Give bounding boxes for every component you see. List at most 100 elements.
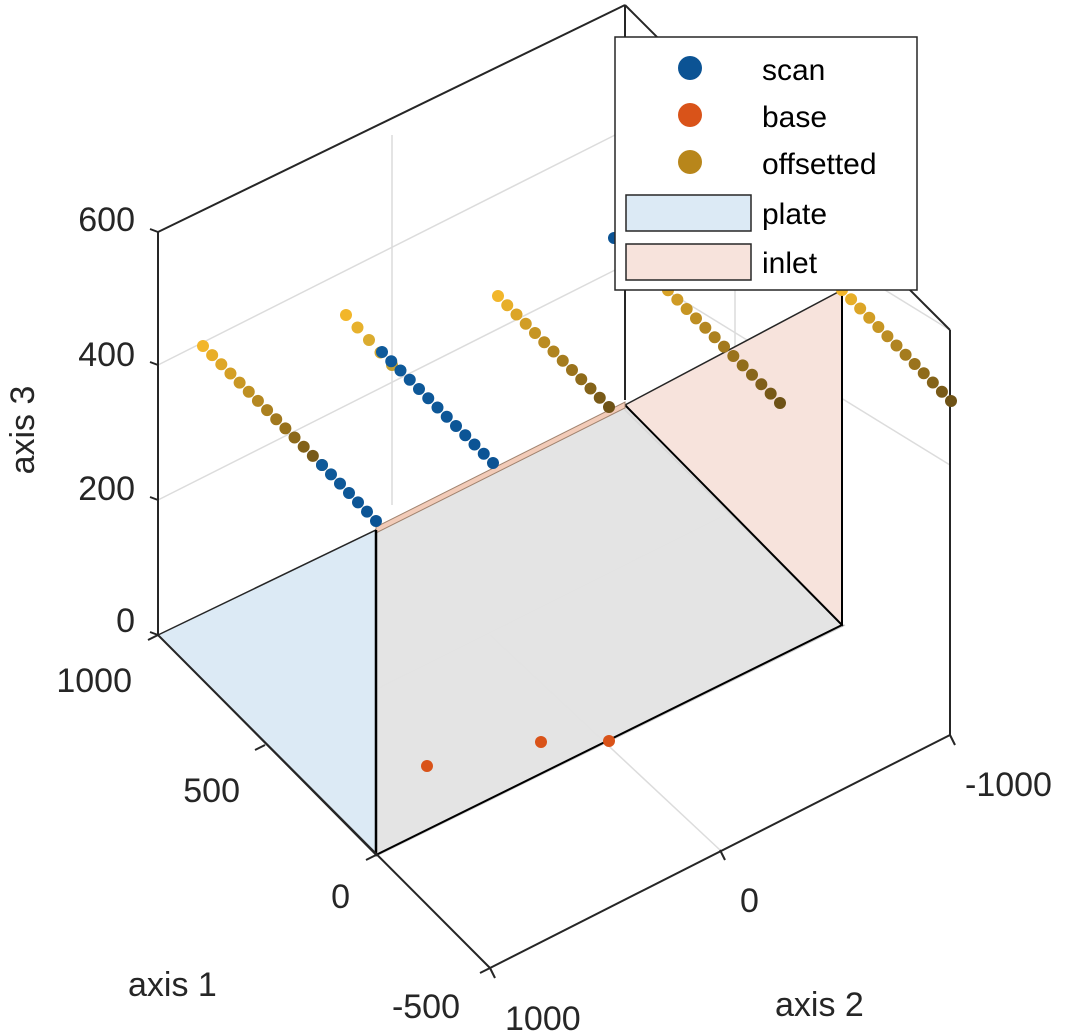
offsetted-point <box>899 348 912 361</box>
legend: scan base offsetted plate inlet <box>614 36 918 291</box>
offsetted-point <box>863 311 876 324</box>
base-point <box>603 735 615 747</box>
scan-point <box>422 392 435 405</box>
x-tick-labels: 1000 500 0 -500 <box>56 662 460 1026</box>
offsetted-point <box>501 299 514 312</box>
y-tick-label: 0 <box>740 882 759 920</box>
offsetted-point <box>945 395 957 407</box>
offsetted-point <box>340 309 352 321</box>
offsetted-point <box>251 394 264 407</box>
offsetted-point <box>288 431 301 444</box>
scan-point <box>459 429 472 442</box>
y-tick-label: 1000 <box>505 1000 581 1032</box>
scan-point <box>352 496 364 509</box>
base-point <box>421 760 433 772</box>
offsetted-point <box>708 331 721 344</box>
offsetted-point <box>363 334 375 346</box>
offsetted-point <box>727 350 740 362</box>
offsetted-point <box>755 378 768 391</box>
scan-point <box>385 355 398 368</box>
x-tick-label: -500 <box>392 988 460 1026</box>
legend-label: inlet <box>762 247 818 280</box>
x-tick-label: 500 <box>183 772 240 810</box>
offsetted-point <box>926 376 939 389</box>
offsetted-point <box>519 317 532 330</box>
offsetted-point <box>575 373 588 386</box>
legend-label: base <box>762 101 827 134</box>
legend-marker-offsetted <box>678 150 702 174</box>
legend-marker-base <box>678 103 702 127</box>
legend-marker-scan <box>678 56 702 80</box>
offsetted-point <box>556 354 569 367</box>
offsetted-point <box>224 367 237 380</box>
scan-point <box>334 477 346 490</box>
legend-label: scan <box>762 54 825 87</box>
scan-point <box>343 487 355 499</box>
scan-point <box>403 373 416 386</box>
y-tick-label: -1000 <box>965 766 1052 804</box>
offsetted-point <box>242 385 255 398</box>
z-tick-label: 0 <box>116 602 135 640</box>
legend-patch-inlet <box>625 243 752 281</box>
offsetted-point <box>671 293 684 306</box>
offsetted-point <box>197 340 209 352</box>
scan-point <box>450 420 462 432</box>
offsetted-point <box>736 359 749 372</box>
offsetted-point <box>529 327 541 339</box>
offsetted-point <box>872 321 885 333</box>
offsetted-point <box>764 387 777 400</box>
z-tick-label: 600 <box>78 201 135 239</box>
offsetted-point <box>215 358 228 371</box>
offsetted-point <box>935 385 948 398</box>
legend-patch-plate <box>625 194 752 232</box>
scan-point <box>361 505 373 518</box>
offsetted-point <box>270 413 283 426</box>
offsetted-point <box>261 404 274 417</box>
offsetted-point <box>680 303 693 315</box>
scan-point <box>316 459 328 471</box>
offsetted-point <box>718 340 730 353</box>
z-axis-label: axis 3 <box>4 386 42 475</box>
offsetted-point <box>510 308 523 321</box>
x-axis-label: axis 1 <box>128 966 217 1004</box>
scan-point <box>487 457 499 469</box>
y-axis-label: axis 2 <box>775 986 864 1024</box>
offsetted-point <box>690 312 702 325</box>
scan-point <box>370 515 382 527</box>
y-tick-labels: 1000 0 -1000 <box>505 766 1052 1032</box>
scan-point <box>394 364 407 377</box>
base-point <box>535 736 547 748</box>
offsetted-point <box>774 397 786 409</box>
offsetted-point <box>306 449 319 462</box>
offsetted-point <box>538 336 551 349</box>
offsetted-point <box>279 422 292 435</box>
offsetted-point <box>566 364 578 376</box>
offsetted-point <box>584 382 597 395</box>
offsetted-point <box>699 321 712 334</box>
offsetted-point <box>603 401 615 413</box>
offsetted-point <box>547 345 560 358</box>
data-points <box>197 232 957 772</box>
offsetted-point <box>746 368 758 381</box>
offsetted-point <box>593 391 606 404</box>
offsetted-point <box>233 376 246 389</box>
offsetted-point <box>206 349 219 362</box>
offsetted-point <box>917 367 930 380</box>
scan-point <box>468 438 481 451</box>
scan-point <box>376 346 388 358</box>
z-tick-label: 200 <box>78 470 135 508</box>
offsetted-point <box>881 330 894 343</box>
legend-label: plate <box>762 198 827 231</box>
scan-point <box>413 383 425 395</box>
offsetted-point <box>351 321 364 334</box>
scan-point <box>440 410 453 423</box>
x-tick-label: 1000 <box>56 662 132 700</box>
offsetted-point <box>854 302 867 315</box>
offsetted-point <box>492 290 504 302</box>
z-tick-label: 400 <box>78 336 135 374</box>
offsetted-point <box>890 339 903 352</box>
x-tick-label: 0 <box>331 878 350 916</box>
offsetted-point <box>908 358 921 370</box>
scan-point <box>325 468 337 481</box>
